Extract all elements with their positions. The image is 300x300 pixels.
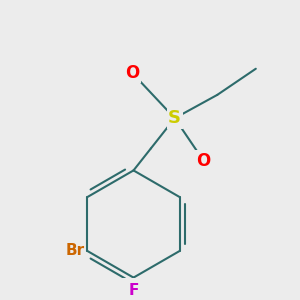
Text: Br: Br xyxy=(65,243,84,258)
Text: S: S xyxy=(168,109,181,127)
Text: F: F xyxy=(128,283,139,298)
Text: O: O xyxy=(196,152,211,170)
Text: O: O xyxy=(125,64,139,82)
